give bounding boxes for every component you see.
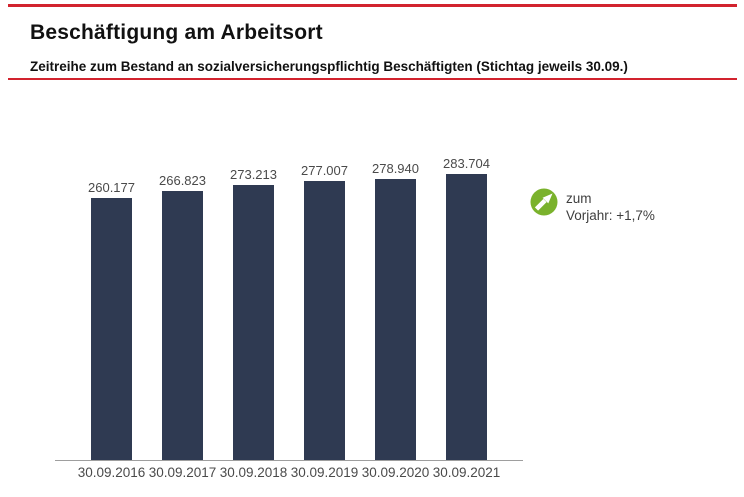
x-axis-tick-label: 30.09.2017 (148, 465, 217, 480)
bar (91, 198, 132, 460)
bar-group: 277.007 (301, 163, 348, 460)
trend-legend-line1: zum (566, 191, 592, 206)
bar-value-label: 266.823 (159, 173, 206, 188)
employment-bar-chart: 260.177 266.823 273.213 277.007 278.940 … (55, 152, 523, 480)
bar-value-label: 278.940 (372, 161, 419, 176)
bar-value-label: 283.704 (443, 156, 490, 171)
x-axis-labels: 30.09.2016 30.09.2017 30.09.2018 30.09.2019… (55, 465, 523, 480)
bar (446, 174, 487, 460)
x-axis-tick-label: 30.09.2020 (361, 465, 430, 480)
subtitle-divider (8, 78, 737, 80)
top-divider (8, 4, 737, 7)
bar-group: 266.823 (159, 173, 206, 460)
trend-legend-text: zum Vorjahr: +1,7% (566, 188, 655, 224)
bar-group: 283.704 (443, 156, 490, 460)
bar (304, 181, 345, 460)
bar-value-label: 273.213 (230, 167, 277, 182)
x-axis-tick-label: 30.09.2016 (77, 465, 146, 480)
page-subtitle: Zeitreihe zum Bestand an sozialversicher… (30, 59, 628, 74)
bar (162, 191, 203, 460)
bar-group: 260.177 (88, 180, 135, 460)
bar-value-label: 277.007 (301, 163, 348, 178)
bar (233, 185, 274, 460)
x-axis-tick-label: 30.09.2019 (290, 465, 359, 480)
bar-value-label: 260.177 (88, 180, 135, 195)
chart-plot-area: 260.177 266.823 273.213 277.007 278.940 … (55, 152, 523, 460)
trend-legend: zum Vorjahr: +1,7% (530, 188, 655, 224)
bar-group: 273.213 (230, 167, 277, 460)
bar-group: 278.940 (372, 161, 419, 460)
trend-up-arrow-icon (530, 188, 558, 216)
trend-legend-line2: Vorjahr: +1,7% (566, 208, 655, 223)
x-axis-tick-label: 30.09.2021 (432, 465, 501, 480)
page-title: Beschäftigung am Arbeitsort (30, 21, 323, 44)
x-axis-tick-label: 30.09.2018 (219, 465, 288, 480)
bar (375, 179, 416, 460)
x-axis-line (55, 460, 523, 461)
